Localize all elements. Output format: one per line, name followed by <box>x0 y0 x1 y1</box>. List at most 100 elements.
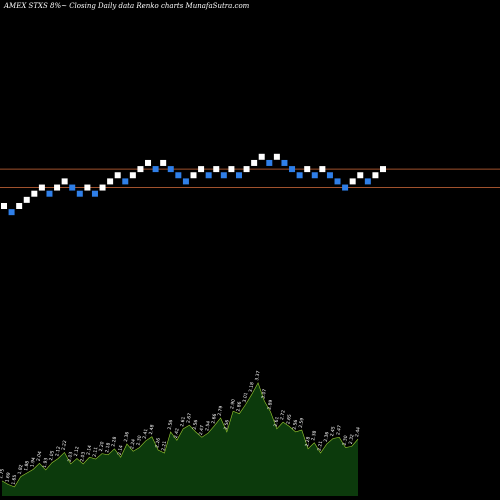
renko-up-brick <box>251 159 258 166</box>
data-label: 2.56 <box>192 419 200 430</box>
renko-up-brick <box>61 178 68 185</box>
chart-title: AMEX STXS 8%~ Closing Daily data Renko c… <box>4 2 250 10</box>
data-label: 2.42 <box>173 428 181 439</box>
renko-up-brick <box>372 172 379 179</box>
data-label: 2.14 <box>86 445 94 456</box>
data-label: 1.82 <box>17 464 25 475</box>
data-label: 1.75 <box>0 468 6 479</box>
data-label: 2.61 <box>273 416 281 427</box>
data-label: 2.89 <box>267 399 275 410</box>
renko-up-brick <box>107 178 114 185</box>
renko-up-brick <box>129 172 136 179</box>
renko-down-brick <box>182 178 189 185</box>
data-label: 3.01 <box>242 392 250 403</box>
data-label: 2.44 <box>354 426 362 437</box>
data-label: 2.21 <box>160 440 168 451</box>
renko-up-brick <box>349 178 356 185</box>
renko-up-brick <box>145 159 152 166</box>
data-label: 2.56 <box>223 419 231 430</box>
data-label: 3.18 <box>248 382 256 393</box>
renko-down-brick <box>281 159 288 166</box>
data-label: 2.36 <box>323 431 331 442</box>
renko-down-brick <box>266 159 273 166</box>
data-label: 2.66 <box>210 413 218 424</box>
renko-up-brick <box>213 166 220 173</box>
data-label: 2.30 <box>342 435 350 446</box>
renko-up-brick <box>380 166 386 173</box>
renko-up-brick <box>137 166 144 173</box>
data-label: 2.30 <box>135 435 143 446</box>
data-label: 1.93 <box>42 457 50 468</box>
renko-down-brick <box>334 178 341 185</box>
data-label: 2.12 <box>73 446 81 457</box>
renko-down-brick <box>152 166 159 173</box>
renko-down-brick <box>326 172 333 179</box>
renko-down-brick <box>46 190 53 197</box>
renko-up-brick <box>16 203 23 209</box>
renko-down-brick <box>342 184 349 191</box>
data-label: 2.21 <box>317 440 325 451</box>
renko-up-brick <box>1 203 7 209</box>
renko-up-brick <box>84 184 91 191</box>
renko-down-brick <box>364 178 371 185</box>
area-fill <box>2 382 358 496</box>
data-label: 2.56 <box>292 419 300 430</box>
renko-down-brick <box>91 190 98 197</box>
area-outline <box>1 382 359 488</box>
renko-down-brick <box>69 184 76 191</box>
renko-down-brick <box>175 172 182 179</box>
data-label: 1.69 <box>4 472 12 483</box>
renko-up-brick <box>54 184 61 191</box>
renko-down-brick <box>235 172 242 179</box>
data-label: 2.20 <box>98 441 106 452</box>
renko-down-brick <box>205 172 212 179</box>
renko-down-brick <box>220 172 227 179</box>
data-label: 2.79 <box>217 405 225 416</box>
data-label: 2.03 <box>79 451 87 462</box>
data-label: 1.65 <box>11 474 19 485</box>
renko-up-brick <box>319 166 326 173</box>
data-label: 2.86 <box>235 401 243 412</box>
renko-up-brick <box>273 153 280 160</box>
data-label: 2.45 <box>329 426 337 437</box>
data-label: 2.67 <box>185 413 193 424</box>
data-label: 1.94 <box>29 457 37 468</box>
renko-down-brick <box>311 172 318 179</box>
data-label: 3.37 <box>254 370 262 381</box>
renko-up-brick <box>243 166 250 173</box>
data-label: 2.61 <box>179 416 187 427</box>
data-label: 1.88 <box>23 460 31 471</box>
renko-down-brick <box>289 166 296 173</box>
data-label: 2.11 <box>92 446 100 457</box>
data-label: 3.07 <box>260 388 268 399</box>
renko-up-brick <box>99 184 106 191</box>
data-label: 2.48 <box>148 424 156 435</box>
renko-down-brick <box>122 178 129 185</box>
data-label: 2.28 <box>110 436 118 447</box>
data-label: 2.24 <box>129 439 137 450</box>
renko-up-brick <box>198 166 205 173</box>
renko-down-brick <box>167 166 174 173</box>
data-label: 2.18 <box>104 442 112 453</box>
data-label: 2.32 <box>348 434 356 445</box>
renko-up-brick <box>228 166 235 173</box>
renko-up-brick <box>160 159 167 166</box>
data-label: 2.72 <box>279 409 287 420</box>
renko-up-brick <box>357 172 364 179</box>
data-label: 2.14 <box>117 445 125 456</box>
data-label: 2.36 <box>123 431 131 442</box>
data-label: 2.26 <box>154 437 162 448</box>
data-label: 2.41 <box>142 428 150 439</box>
data-label: 2.90 <box>229 399 237 410</box>
data-label: 2.05 <box>48 450 56 461</box>
renko-up-brick <box>190 172 197 179</box>
data-label: 2.38 <box>310 430 318 441</box>
data-label: 2.47 <box>198 425 206 436</box>
renko-down-brick <box>8 209 15 216</box>
data-label: 2.28 <box>304 436 312 447</box>
data-label: 2.47 <box>335 425 343 436</box>
data-label: 2.03 <box>67 451 75 462</box>
renko-up-brick <box>23 196 30 203</box>
